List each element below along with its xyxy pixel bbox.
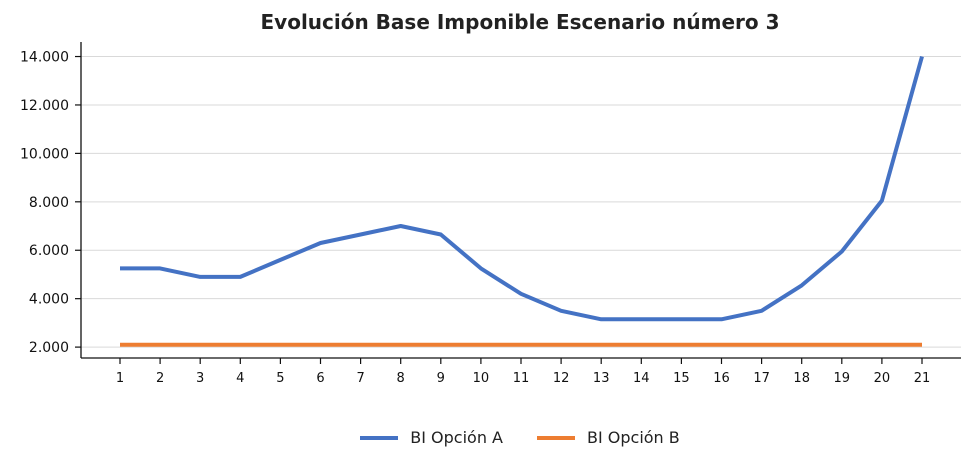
legend-swatch-series-b [536,435,575,440]
y-tick-label: 14.000 [20,50,69,66]
x-tick-label: 16 [713,371,730,386]
y-tick-label: 2.000 [29,340,69,356]
x-tick-label: 9 [437,371,445,386]
x-tick-label: 5 [276,371,284,386]
y-tick-label: 4.000 [29,292,69,308]
x-tick-label: 14 [633,371,650,386]
series-line-a [120,55,924,322]
y-tick-label: 12.000 [20,98,69,114]
x-tick-label: 21 [914,371,931,386]
chart-title: Evolución Base Imponible Escenario númer… [260,10,780,34]
legend-item-series-b: BI Opción B [536,428,680,447]
x-tick-label: 3 [196,371,204,386]
x-tick-label: 4 [236,371,244,386]
x-tick-label: 8 [397,371,405,386]
y-tick-label: 6.000 [29,243,69,259]
x-tick-label: 13 [593,371,610,386]
legend-label-series-a: BI Opción A [410,428,503,447]
x-tick-label: 1 [116,371,124,386]
x-tick-label: 17 [753,371,770,386]
x-tick-label: 18 [793,371,810,386]
y-tick-label: 8.000 [29,195,69,211]
x-tick-label: 11 [513,371,530,386]
x-tick-label: 6 [316,371,324,386]
x-tick-label: 2 [156,371,164,386]
x-tick-label: 15 [673,371,690,386]
legend-swatch-series-a [360,435,399,440]
x-tick-label: 12 [553,371,570,386]
legend-item-series-a: BI Opción A [360,428,503,447]
x-tick-label: 7 [356,371,364,386]
legend: BI Opción A BI Opción B [0,428,975,447]
x-tick-label: 19 [834,371,851,386]
legend-label-series-b: BI Opción B [586,428,680,447]
x-tick-label: 10 [473,371,490,386]
x-tick-label: 20 [874,371,891,386]
y-tick-label: 10.000 [20,146,69,162]
